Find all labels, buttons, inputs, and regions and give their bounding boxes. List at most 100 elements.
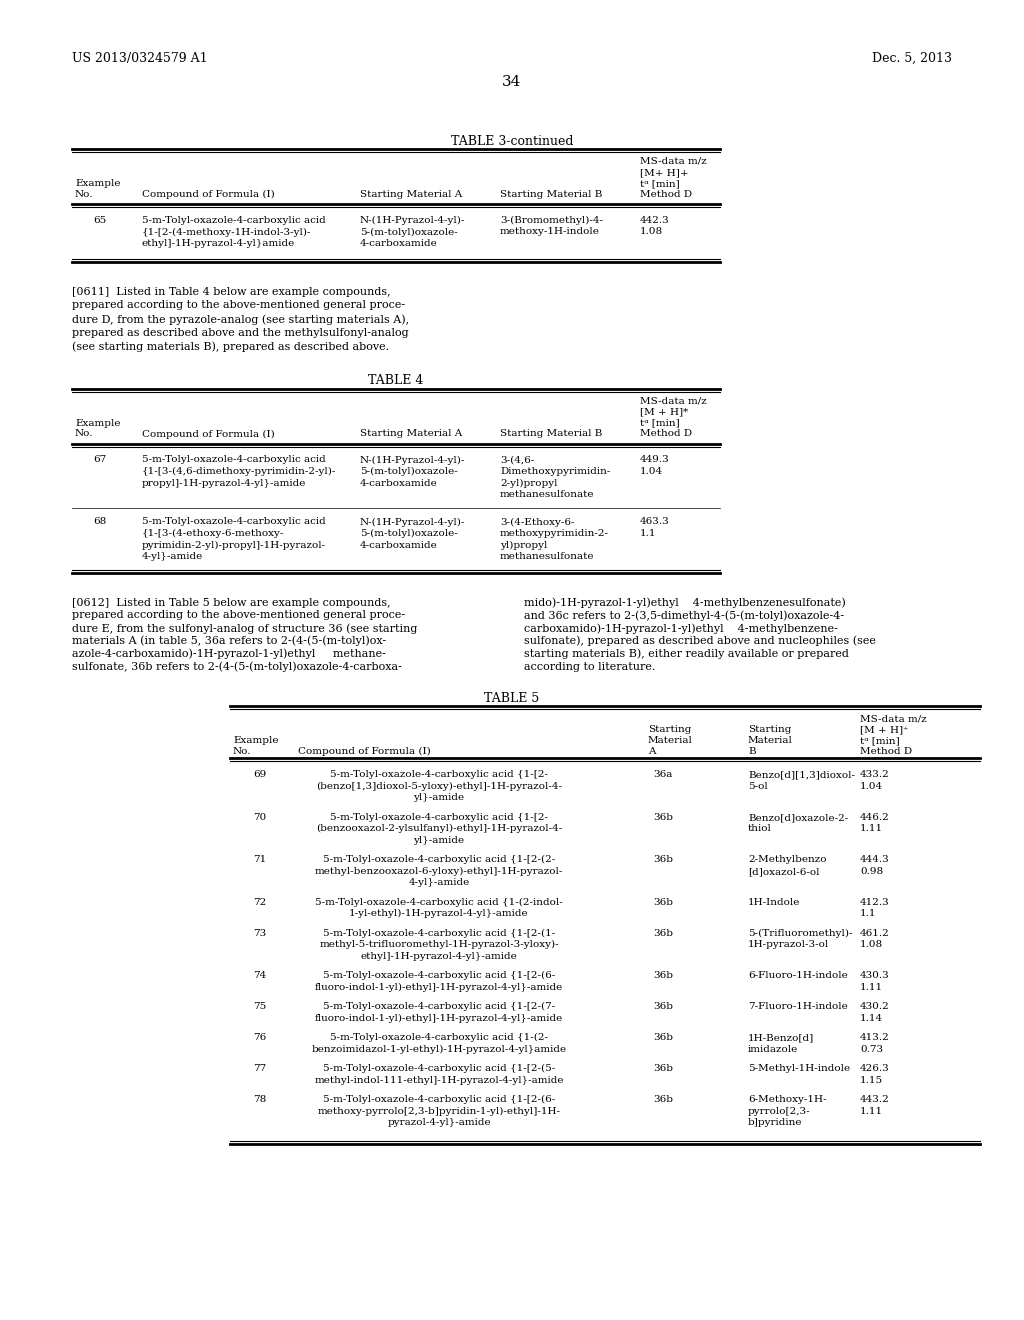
Text: tᵅ [min]: tᵅ [min] (640, 418, 680, 428)
Text: 77: 77 (253, 1064, 266, 1073)
Text: 426.3: 426.3 (860, 1064, 890, 1073)
Text: and 36c refers to 2-(3,5-dimethyl-4-(5-(m-tolyl)oxazole-4-: and 36c refers to 2-(3,5-dimethyl-4-(5-(… (524, 610, 844, 620)
Text: azole-4-carboxamido)-1H-pyrazol-1-yl)ethyl     methane-: azole-4-carboxamido)-1H-pyrazol-1-yl)eth… (72, 648, 386, 659)
Text: 5-m-Tolyl-oxazole-4-carboxylic acid {1-(2-: 5-m-Tolyl-oxazole-4-carboxylic acid {1-(… (330, 1034, 548, 1043)
Text: 3-(Bromomethyl)-4-: 3-(Bromomethyl)-4- (500, 216, 603, 226)
Text: Method D: Method D (860, 747, 912, 756)
Text: Compound of Formula (I): Compound of Formula (I) (298, 747, 431, 756)
Text: prepared as described above and the methylsulfonyl-analog: prepared as described above and the meth… (72, 327, 409, 338)
Text: [0611]  Listed in Table 4 below are example compounds,: [0611] Listed in Table 4 below are examp… (72, 286, 390, 297)
Text: 449.3: 449.3 (640, 455, 670, 465)
Text: 4-carboxamide: 4-carboxamide (360, 239, 437, 248)
Text: [M+ H]+: [M+ H]+ (640, 168, 688, 177)
Text: 36b: 36b (653, 972, 673, 981)
Text: 5-m-Tolyl-oxazole-4-carboxylic acid: 5-m-Tolyl-oxazole-4-carboxylic acid (142, 517, 326, 527)
Text: propyl]-1H-pyrazol-4-yl}-amide: propyl]-1H-pyrazol-4-yl}-amide (142, 479, 306, 487)
Text: Starting: Starting (648, 725, 691, 734)
Text: 4-yl}-amide: 4-yl}-amide (409, 878, 470, 887)
Text: 444.3: 444.3 (860, 855, 890, 865)
Text: 430.2: 430.2 (860, 1002, 890, 1011)
Text: N-(1H-Pyrazol-4-yl)-: N-(1H-Pyrazol-4-yl)- (360, 216, 465, 226)
Text: Example: Example (75, 418, 121, 428)
Text: 1H-Indole: 1H-Indole (748, 898, 801, 907)
Text: 412.3: 412.3 (860, 898, 890, 907)
Text: methyl-indol-111-ethyl]-1H-pyrazol-4-yl}-amide: methyl-indol-111-ethyl]-1H-pyrazol-4-yl}… (314, 1076, 564, 1085)
Text: 5-Methyl-1H-indole: 5-Methyl-1H-indole (748, 1064, 850, 1073)
Text: Example: Example (233, 737, 279, 746)
Text: 1H-Benzo[d]: 1H-Benzo[d] (748, 1034, 814, 1043)
Text: 442.3: 442.3 (640, 216, 670, 224)
Text: Material: Material (748, 737, 793, 746)
Text: TABLE 5: TABLE 5 (484, 692, 540, 705)
Text: 6-Methoxy-1H-: 6-Methoxy-1H- (748, 1096, 826, 1105)
Text: 75: 75 (253, 1002, 266, 1011)
Text: 3-(4-Ethoxy-6-: 3-(4-Ethoxy-6- (500, 517, 574, 527)
Text: Material: Material (648, 737, 693, 746)
Text: 36b: 36b (653, 813, 673, 822)
Text: 76: 76 (253, 1034, 266, 1043)
Text: No.: No. (233, 747, 252, 756)
Text: 5-m-Tolyl-oxazole-4-carboxylic acid {1-[2-(6-: 5-m-Tolyl-oxazole-4-carboxylic acid {1-[… (323, 1096, 555, 1105)
Text: [M + H]*: [M + H]* (640, 408, 688, 417)
Text: [0612]  Listed in Table 5 below are example compounds,: [0612] Listed in Table 5 below are examp… (72, 598, 390, 607)
Text: 413.2: 413.2 (860, 1034, 890, 1043)
Text: 433.2: 433.2 (860, 771, 890, 779)
Text: 2-Methylbenzo: 2-Methylbenzo (748, 855, 826, 865)
Text: 5-(m-tolyl)oxazole-: 5-(m-tolyl)oxazole- (360, 529, 458, 539)
Text: MS-data m/z: MS-data m/z (640, 157, 707, 166)
Text: 5-m-Tolyl-oxazole-4-carboxylic acid {1-(2-indol-: 5-m-Tolyl-oxazole-4-carboxylic acid {1-(… (315, 898, 563, 907)
Text: 71: 71 (253, 855, 266, 865)
Text: Benzo[d][1,3]dioxol-: Benzo[d][1,3]dioxol- (748, 771, 855, 779)
Text: MS-data m/z: MS-data m/z (640, 396, 707, 405)
Text: 6-Fluoro-1H-indole: 6-Fluoro-1H-indole (748, 972, 848, 981)
Text: Starting Material A: Starting Material A (360, 429, 462, 438)
Text: 67: 67 (93, 455, 106, 465)
Text: fluoro-indol-1-yl)-ethyl]-1H-pyrazol-4-yl}-amide: fluoro-indol-1-yl)-ethyl]-1H-pyrazol-4-y… (314, 983, 563, 991)
Text: No.: No. (75, 429, 93, 438)
Text: sulfonate), prepared as described above and nucleophiles (see: sulfonate), prepared as described above … (524, 636, 876, 647)
Text: 69: 69 (253, 771, 266, 779)
Text: 36a: 36a (653, 771, 673, 779)
Text: 5-m-Tolyl-oxazole-4-carboxylic acid {1-[2-(1-: 5-m-Tolyl-oxazole-4-carboxylic acid {1-[… (323, 929, 555, 939)
Text: 5-m-Tolyl-oxazole-4-carboxylic acid {1-[2-: 5-m-Tolyl-oxazole-4-carboxylic acid {1-[… (330, 771, 548, 779)
Text: 65: 65 (93, 216, 106, 224)
Text: 34: 34 (503, 75, 521, 88)
Text: 1.1: 1.1 (860, 909, 877, 919)
Text: 430.3: 430.3 (860, 972, 890, 981)
Text: pyrazol-4-yl}-amide: pyrazol-4-yl}-amide (387, 1118, 490, 1127)
Text: yl)propyl: yl)propyl (500, 540, 548, 549)
Text: ethyl]-1H-pyrazol-4-yl}-amide: ethyl]-1H-pyrazol-4-yl}-amide (360, 952, 517, 961)
Text: methyl-benzooxazol-6-yloxy)-ethyl]-1H-pyrazol-: methyl-benzooxazol-6-yloxy)-ethyl]-1H-py… (314, 867, 563, 876)
Text: ethyl]-1H-pyrazol-4-yl}amide: ethyl]-1H-pyrazol-4-yl}amide (142, 239, 295, 248)
Text: US 2013/0324579 A1: US 2013/0324579 A1 (72, 51, 208, 65)
Text: Starting Material A: Starting Material A (360, 190, 462, 199)
Text: (see starting materials B), prepared as described above.: (see starting materials B), prepared as … (72, 341, 389, 351)
Text: fluoro-indol-1-yl)-ethyl]-1H-pyrazol-4-yl}-amide: fluoro-indol-1-yl)-ethyl]-1H-pyrazol-4-y… (314, 1014, 563, 1023)
Text: Benzo[d]oxazole-2-: Benzo[d]oxazole-2- (748, 813, 848, 822)
Text: 1H-pyrazol-3-ol: 1H-pyrazol-3-ol (748, 940, 829, 949)
Text: methanesulfonate: methanesulfonate (500, 552, 595, 561)
Text: 3-(4,6-: 3-(4,6- (500, 455, 535, 465)
Text: according to literature.: according to literature. (524, 661, 655, 672)
Text: methoxy-pyrrolo[2,3-b]pyridin-1-yl)-ethyl]-1H-: methoxy-pyrrolo[2,3-b]pyridin-1-yl)-ethy… (317, 1106, 560, 1115)
Text: sulfonate, 36b refers to 2-(4-(5-(m-tolyl)oxazole-4-carboxa-: sulfonate, 36b refers to 2-(4-(5-(m-toly… (72, 661, 401, 672)
Text: tᵅ [min]: tᵅ [min] (640, 180, 680, 187)
Text: 4-carboxamide: 4-carboxamide (360, 479, 437, 487)
Text: 5-m-Tolyl-oxazole-4-carboxylic acid {1-[2-(7-: 5-m-Tolyl-oxazole-4-carboxylic acid {1-[… (323, 1002, 555, 1011)
Text: 36b: 36b (653, 1064, 673, 1073)
Text: 5-ol: 5-ol (748, 781, 768, 791)
Text: 0.73: 0.73 (860, 1045, 883, 1053)
Text: 5-m-Tolyl-oxazole-4-carboxylic acid: 5-m-Tolyl-oxazole-4-carboxylic acid (142, 216, 326, 224)
Text: 36b: 36b (653, 1002, 673, 1011)
Text: dure E, from the sulfonyl-analog of structure 36 (see starting: dure E, from the sulfonyl-analog of stru… (72, 623, 418, 634)
Text: Compound of Formula (I): Compound of Formula (I) (142, 190, 274, 199)
Text: 5-m-Tolyl-oxazole-4-carboxylic acid {1-[2-(6-: 5-m-Tolyl-oxazole-4-carboxylic acid {1-[… (323, 972, 555, 981)
Text: 36b: 36b (653, 855, 673, 865)
Text: 1.08: 1.08 (640, 227, 664, 236)
Text: TABLE 3-continued: TABLE 3-continued (451, 135, 573, 148)
Text: No.: No. (75, 190, 93, 199)
Text: Starting: Starting (748, 725, 792, 734)
Text: 73: 73 (253, 929, 266, 937)
Text: 1.14: 1.14 (860, 1014, 883, 1023)
Text: 2-yl)propyl: 2-yl)propyl (500, 479, 557, 487)
